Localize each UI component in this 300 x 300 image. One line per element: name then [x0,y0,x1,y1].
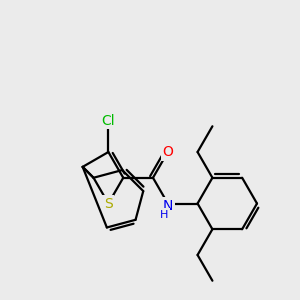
Text: N: N [163,199,173,213]
Text: H: H [160,210,169,220]
Text: Cl: Cl [102,114,115,128]
Text: S: S [104,196,113,211]
Text: O: O [162,145,173,159]
